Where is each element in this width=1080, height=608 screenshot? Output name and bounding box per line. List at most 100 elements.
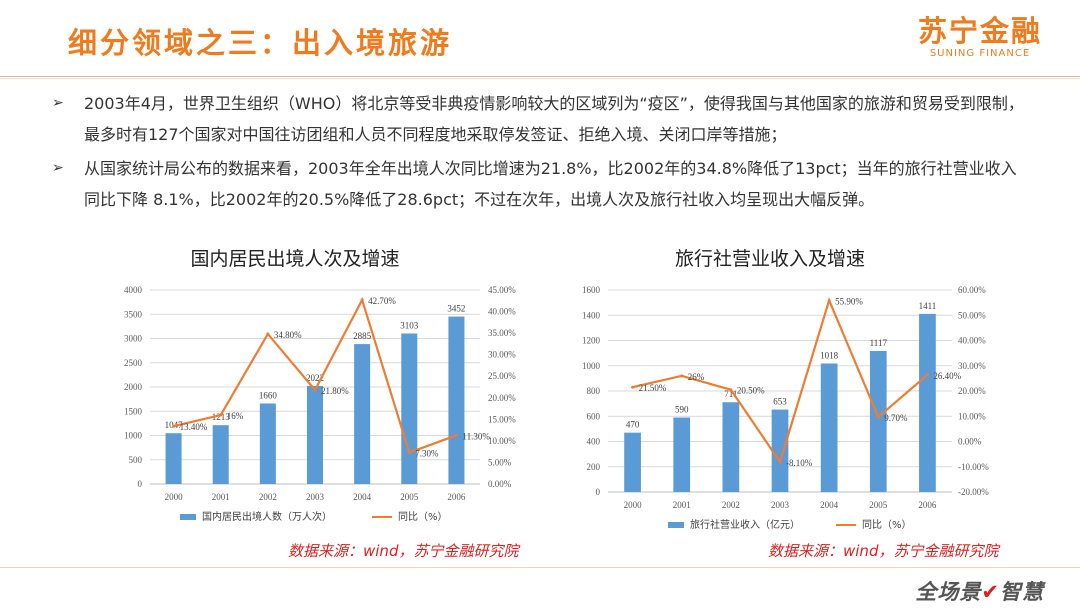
y2-tick-label: -10.00% [958, 462, 989, 472]
y-tick-label: 1000 [124, 431, 143, 441]
bar [448, 316, 465, 484]
legend-line-label: 同比（%） [862, 519, 912, 531]
y2-tick-label: 25.00% [488, 371, 516, 381]
bar-value-label: 653 [773, 397, 787, 407]
line-value-label: 20.50% [737, 386, 765, 396]
bar-value-label: 1411 [919, 301, 937, 311]
x-tick-label: 2002 [259, 492, 277, 502]
line-value-label: 9.70% [884, 413, 908, 423]
line-point [925, 373, 929, 377]
legend-line-label: 同比（%） [398, 511, 448, 523]
y-tick-label: 4000 [124, 285, 143, 295]
bullet-text: 2003年4月，世界卫生组织（WHO）将北京等受非典疫情影响较大的区域列为“疫区… [84, 94, 1024, 144]
line-value-label: 34.80% [274, 330, 302, 340]
bar [771, 409, 789, 492]
y2-tick-label: 45.00% [488, 285, 516, 295]
x-tick-label: 2003 [771, 500, 790, 510]
slogan-pre: 全场景 [915, 580, 982, 604]
bar-value-label: 3452 [447, 304, 465, 314]
slogan-post: 智慧 [1000, 580, 1044, 604]
y-tick-label: 2000 [124, 382, 143, 392]
bullet-arrow-icon: ➢ [52, 95, 64, 111]
y2-tick-label: 10.00% [958, 411, 986, 421]
bar [354, 344, 371, 484]
y2-tick-label: 40.00% [488, 307, 516, 317]
bullet-arrow-icon: ➢ [52, 160, 64, 176]
logo-text-cn: 苏宁金融 [917, 14, 1042, 48]
bar [624, 432, 641, 492]
y-tick-label: 0 [596, 487, 601, 497]
line-point [407, 451, 411, 455]
bar [306, 385, 324, 484]
line-point [778, 460, 782, 464]
bar [212, 425, 229, 484]
y-tick-label: 1400 [582, 310, 601, 320]
bullet-item: ➢ 从国家统计局公布的数据来看，2003年全年出境人次同比增速为21.8%，比2… [52, 153, 1032, 215]
line-point [313, 388, 317, 392]
x-tick-label: 2004 [820, 500, 839, 510]
data-source-right: 数据来源：wind，苏宁金融研究院 [768, 542, 999, 560]
bar-value-label: 2885 [353, 331, 372, 341]
y-tick-label: 1200 [582, 336, 601, 346]
bar-value-label: 3103 [400, 321, 419, 331]
bar [259, 403, 276, 484]
x-tick-label: 2003 [306, 492, 325, 502]
line-point [172, 424, 176, 428]
bar-value-label: 1660 [259, 390, 278, 400]
y2-tick-label: 30.00% [488, 350, 516, 360]
y-tick-label: 400 [587, 437, 601, 447]
line-value-label: 21.50% [639, 383, 667, 393]
brand-logo: 苏宁金融 SUNING FINANCE [918, 14, 1042, 59]
y-tick-label: 0 [138, 479, 143, 489]
bullet-text: 从国家统计局公布的数据来看，2003年全年出境人次同比增速为21.8%，比200… [84, 159, 1017, 209]
y2-tick-label: 35.00% [488, 328, 516, 338]
y-tick-label: 200 [587, 462, 601, 472]
page-title: 细分领域之三：出入境旅游 [68, 26, 453, 60]
y2-tick-label: 30.00% [958, 361, 986, 371]
y2-tick-label: 0.00% [958, 437, 982, 447]
line-value-label: 7.30% [415, 449, 439, 459]
line-point [360, 298, 364, 302]
line-point [631, 385, 635, 389]
line-value-label: 26% [688, 372, 705, 382]
bar [673, 417, 691, 492]
x-tick-label: 2001 [212, 492, 230, 502]
x-tick-label: 2000 [165, 492, 184, 502]
footer-divider [0, 567, 1080, 568]
chart-title-outbound: 国内居民出境人次及增速 [190, 248, 400, 270]
y2-tick-label: 0.00% [488, 479, 512, 489]
bar-value-label: 1213 [212, 412, 231, 422]
bar [919, 313, 936, 492]
x-tick-label: 2000 [624, 500, 643, 510]
y2-tick-label: -20.00% [958, 487, 989, 497]
chart-outbound-travelers: 0 500 1000 1500 2000 2500 3000 3500 4000 0.00% 5.0… [124, 285, 516, 523]
line-point [729, 388, 733, 392]
line-value-label: 26.40% [933, 371, 961, 381]
header-divider-secondary [0, 78, 1080, 79]
y-tick-label: 2500 [124, 358, 143, 368]
y-tick-label: 1600 [582, 285, 601, 295]
line-point [680, 374, 684, 378]
y2-tick-label: 5.00% [488, 457, 512, 467]
bar-value-label: 711 [724, 389, 737, 399]
x-tick-label: 2005 [869, 500, 888, 510]
line-value-label: 16% [227, 411, 244, 421]
y-tick-label: 3000 [124, 334, 143, 344]
y-tick-label: 800 [587, 386, 601, 396]
y-tick-label: 600 [587, 411, 601, 421]
y2-tick-label: 10.00% [488, 436, 516, 446]
bar [165, 433, 182, 484]
x-tick-label: 2001 [673, 500, 691, 510]
legend-bar-label: 旅行社营业收入（亿元） [690, 518, 800, 531]
chart-title-agency-revenue: 旅行社营业收入及增速 [674, 248, 865, 270]
y2-tick-label: 50.00% [958, 310, 986, 320]
bullet-list: ➢ 2003年4月，世界卫生组织（WHO）将北京等受非典疫情影响较大的区域列为“… [52, 88, 1032, 218]
line-value-label: 11.30% [462, 431, 490, 441]
bar-value-label: 590 [675, 405, 689, 415]
line-value-label: -8.10% [786, 458, 813, 468]
line-value-label: 21.80% [321, 386, 349, 396]
legend-bar-swatch [668, 522, 684, 528]
header-divider [0, 76, 1080, 77]
bar-value-label: 1117 [870, 338, 888, 348]
bar [401, 333, 418, 484]
